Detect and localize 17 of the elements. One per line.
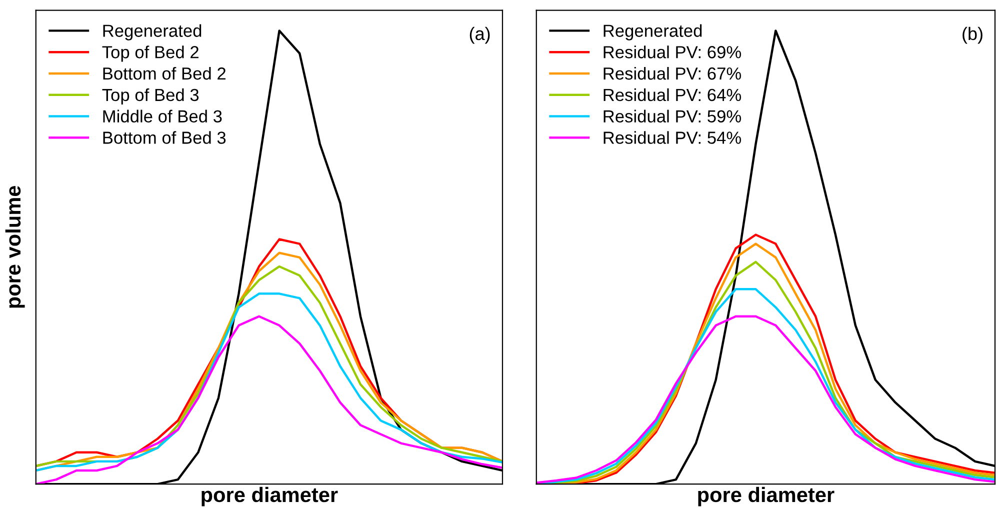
legend-label: Residual PV: 67% xyxy=(604,66,742,80)
legend-label: Top of Bed 3 xyxy=(102,88,199,105)
legend-label: Residual PV: 54% xyxy=(604,131,742,144)
annotation: (b) xyxy=(962,26,982,44)
legend-label: Bottom of Bed 2 xyxy=(103,66,226,80)
legend-label: Regenerated xyxy=(604,24,702,40)
legend-label: Regenerated xyxy=(103,24,202,40)
legend-label: Residual PV: 59% xyxy=(604,110,742,123)
annotation: (a) xyxy=(470,26,490,44)
legend-label: Residual PV: 69% xyxy=(604,46,742,58)
x-axis-title: pore diameter xyxy=(202,486,338,506)
legend-label: Residual PV: 64% xyxy=(604,88,742,102)
legend-label: Middle of Bed 3 xyxy=(103,110,222,123)
legend-label: Top of Bed 2 xyxy=(102,46,198,62)
y-axis-title: pore volume xyxy=(5,186,25,308)
legend-label: Bottom of Bed 3 xyxy=(103,131,226,144)
x-axis-title: pore diameter xyxy=(698,486,834,506)
